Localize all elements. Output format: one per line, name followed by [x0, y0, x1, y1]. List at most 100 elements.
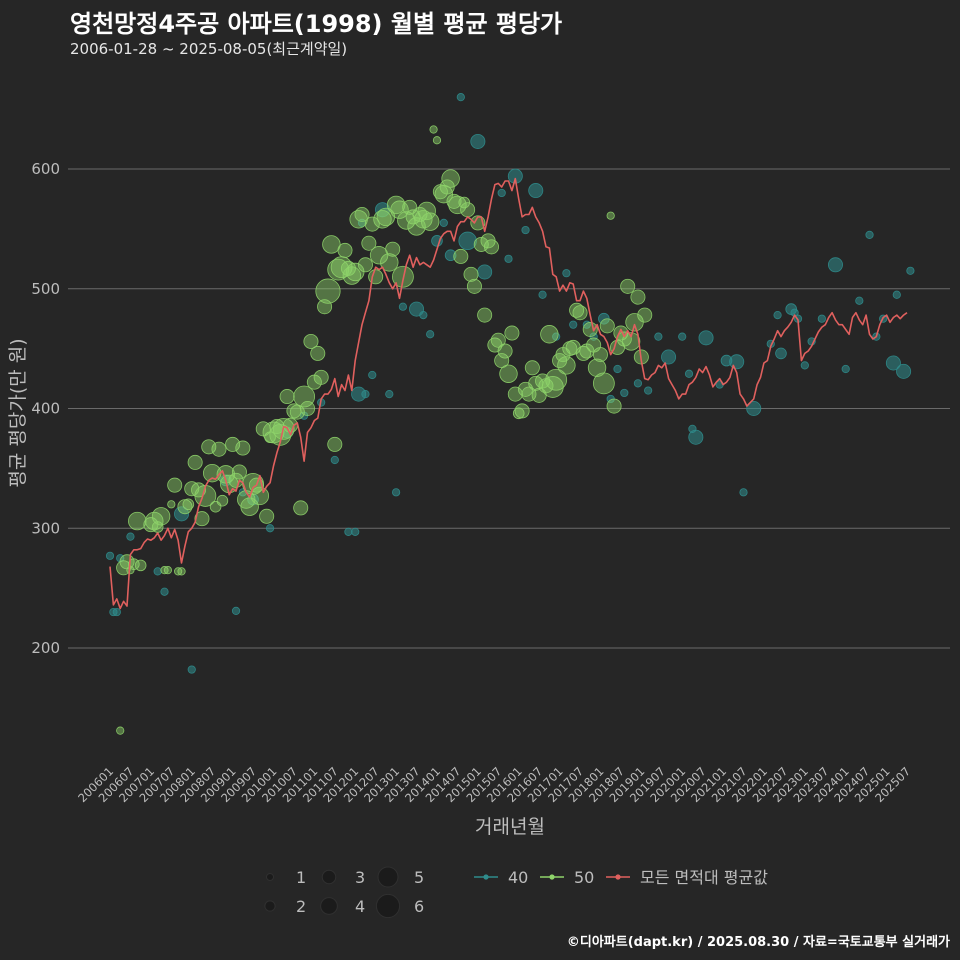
legend-size-marker [321, 869, 337, 885]
series-40-point [374, 202, 390, 218]
series-50-point [116, 726, 125, 735]
series-50-point [592, 347, 608, 363]
series-40-point [633, 379, 643, 388]
series-50-point [599, 318, 615, 334]
series-50-point [211, 441, 227, 457]
series-50-point [407, 217, 426, 236]
series-40-points [105, 93, 915, 674]
series-50-point [446, 193, 462, 209]
series-50-point [177, 567, 186, 576]
series-50-point [163, 566, 173, 575]
series-50-point [279, 389, 295, 405]
series-50-point [373, 210, 392, 229]
series-40-point [613, 364, 622, 374]
series-50-point [182, 498, 195, 511]
series-50-point [231, 464, 247, 480]
legend-size-label: 3 [355, 868, 365, 887]
series-50-point [429, 125, 438, 134]
series-50-point [397, 211, 416, 230]
series-40-point [739, 488, 748, 497]
series-40-point [855, 296, 864, 305]
grid-lines [68, 168, 950, 649]
legend-series-dot [483, 874, 489, 880]
series-40-point [368, 370, 377, 380]
series-50-point [448, 195, 467, 215]
series-40-point [153, 567, 162, 576]
chart-title: 영천망정4주공 아파트(1998) 월별 평균 평당가 [70, 10, 563, 38]
legend-size-label: 4 [355, 897, 365, 916]
series-50-point [380, 253, 399, 272]
series-50-point [460, 202, 476, 218]
series-40-point [896, 363, 912, 379]
series-50-point [337, 242, 353, 258]
series-40-point [865, 230, 874, 239]
legend-size-label: 2 [296, 897, 306, 916]
series-50-point [385, 241, 401, 257]
series-50-point [420, 212, 440, 231]
series-50-point [630, 289, 646, 305]
series-50-point [463, 266, 479, 282]
series-40-point [470, 133, 486, 149]
series-50-point [177, 499, 193, 515]
legend-size-marker [265, 872, 275, 882]
series-40-point [698, 330, 714, 346]
series-40-point [800, 361, 809, 370]
series-50-point [342, 266, 362, 285]
legend-series-label: 모든 면적대 평균값 [640, 868, 768, 887]
series-50-point [369, 246, 389, 265]
legend-size-marker [264, 900, 276, 912]
series-50-point [327, 436, 343, 452]
legend-size-marker [377, 866, 399, 888]
series-40-point [746, 400, 762, 416]
series-50-point [572, 305, 588, 321]
series-40-point [419, 310, 428, 320]
series-50-point [361, 235, 377, 251]
series-50-point [235, 440, 251, 456]
series-50-point [557, 356, 576, 375]
series-40-point [521, 225, 530, 235]
y-tick-label: 600 [31, 160, 60, 178]
source-caption: ©디아파트(dapt.kr) / 2025.08.30 / 자료=국토교통부 실… [566, 935, 950, 950]
series-50-point [225, 436, 241, 452]
series-50-point [512, 407, 525, 420]
series-40-point [351, 527, 360, 536]
series-40-point [497, 188, 506, 198]
series-50-point [293, 500, 309, 516]
series-40-point [817, 314, 826, 323]
series-50-point [368, 269, 384, 285]
series-40-point [431, 235, 443, 247]
series-50-point [386, 195, 406, 215]
chart-subtitle: 2006-01-28 ~ 2025-08-05(최근계약일) [70, 40, 348, 58]
series-40-point [439, 218, 448, 227]
series-40-point [688, 429, 704, 445]
series-40-point [885, 355, 901, 371]
series-50-point [167, 500, 176, 509]
series-50-point [364, 216, 380, 232]
legend-size-label: 5 [414, 868, 424, 887]
series-50-point [167, 477, 183, 493]
series-40-point [361, 390, 370, 399]
legend-size-label: 6 [414, 897, 424, 916]
series-50-point [187, 454, 203, 470]
y-tick-label: 500 [31, 280, 60, 298]
series-40-point [892, 290, 901, 299]
series-50-point [497, 343, 513, 359]
series-50-point [300, 400, 316, 416]
series-50-point [390, 200, 409, 219]
series-40-point [392, 488, 401, 497]
series-50-point [606, 398, 622, 414]
series-50-point [592, 372, 615, 395]
series-40-point [504, 254, 513, 263]
series-50-point [432, 136, 442, 145]
series-40-point [385, 390, 394, 399]
series-40-point [444, 249, 457, 262]
series-40-point [538, 290, 547, 299]
series-50-point [524, 360, 540, 376]
series-40-point [773, 310, 782, 320]
series-50-point [504, 325, 520, 341]
series-50-point [514, 403, 530, 419]
series-40-point [562, 269, 571, 278]
series-50-point [145, 511, 164, 531]
series-40-point [620, 388, 629, 398]
